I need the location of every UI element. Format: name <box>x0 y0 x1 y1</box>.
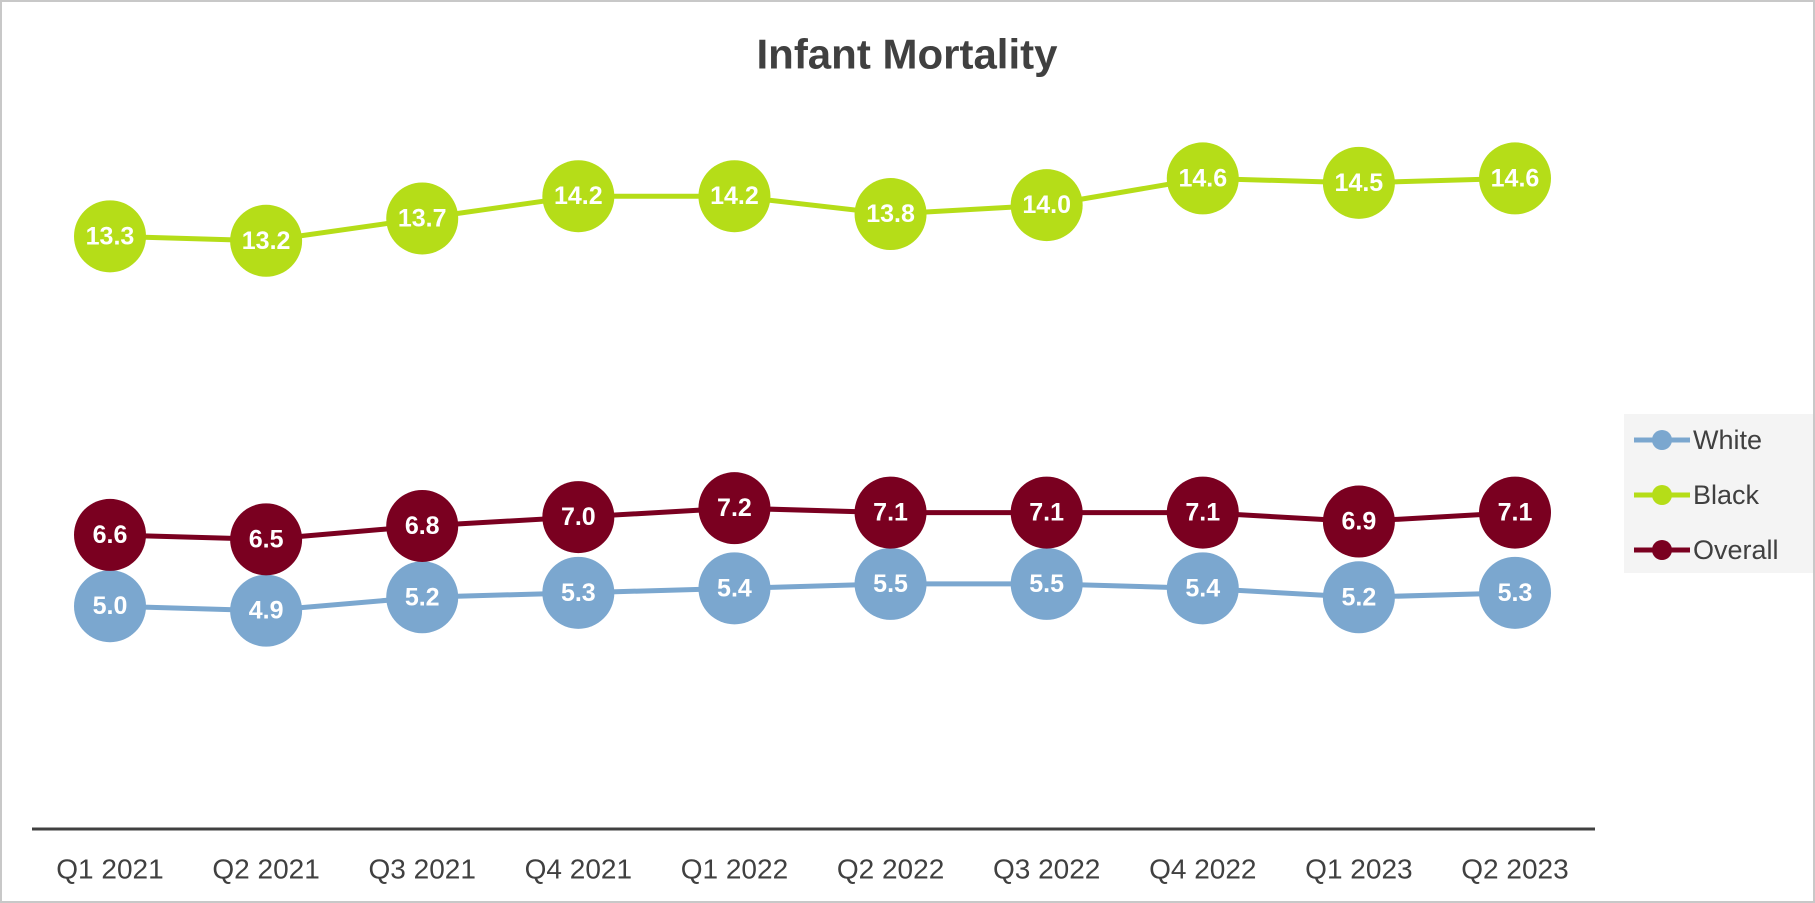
data-point <box>1322 485 1395 558</box>
data-label: 7.1 <box>1498 499 1533 527</box>
x-tick-label: Q2 2023 <box>1461 854 1568 885</box>
data-point <box>698 472 771 545</box>
legend-marker <box>1652 540 1672 560</box>
data-point <box>230 574 303 647</box>
data-label: 5.3 <box>1498 579 1533 607</box>
legend-label: White <box>1693 425 1762 455</box>
data-label: 5.5 <box>1029 570 1064 598</box>
data-point <box>1010 476 1083 549</box>
x-tick-label: Q3 2021 <box>369 854 476 885</box>
data-point <box>386 182 459 255</box>
data-label: 7.1 <box>873 499 908 527</box>
x-tick-label: Q1 2023 <box>1305 854 1412 885</box>
legend-label: Overall <box>1693 535 1779 565</box>
data-label: 14.2 <box>554 182 603 210</box>
data-label: 7.2 <box>717 494 752 522</box>
series-line <box>109 581 1516 614</box>
data-point <box>854 547 927 620</box>
data-label: 6.5 <box>249 525 284 553</box>
data-label: 13.8 <box>866 200 915 228</box>
data-label: 5.4 <box>1185 574 1220 602</box>
data-label: 5.5 <box>873 570 908 598</box>
data-label: 7.1 <box>1185 499 1220 527</box>
data-label: 14.6 <box>1178 164 1227 192</box>
legend-marker <box>1652 430 1672 450</box>
data-point <box>1166 552 1239 625</box>
data-point <box>542 160 615 233</box>
x-tick-label: Q4 2022 <box>1149 854 1256 885</box>
data-label: 13.3 <box>86 222 135 250</box>
data-point <box>1010 169 1083 242</box>
series-line <box>109 175 1516 244</box>
data-label: 14.0 <box>1022 191 1071 219</box>
data-point <box>1166 142 1239 215</box>
data-label: 14.2 <box>710 182 759 210</box>
data-point <box>854 476 927 549</box>
data-point <box>1479 142 1551 215</box>
data-point <box>74 498 146 571</box>
data-label: 6.6 <box>93 521 128 549</box>
data-label: 5.2 <box>405 583 440 611</box>
x-tick-label: Q3 2022 <box>993 854 1100 885</box>
x-tick-label: Q2 2022 <box>837 854 944 885</box>
x-tick-label: Q2 2021 <box>212 854 319 885</box>
legend-label: Black <box>1693 480 1760 510</box>
data-point <box>698 160 771 233</box>
x-tick-label: Q4 2021 <box>525 854 632 885</box>
data-point <box>1479 476 1551 549</box>
series-line <box>109 505 1516 542</box>
data-label: 14.5 <box>1335 169 1384 197</box>
data-point <box>542 481 615 554</box>
data-point <box>542 556 615 629</box>
data-label: 14.6 <box>1491 164 1540 192</box>
data-label: 13.2 <box>242 227 291 255</box>
data-label: 7.0 <box>561 503 596 531</box>
x-tick-label: Q1 2022 <box>681 854 788 885</box>
data-label: 6.8 <box>405 512 440 540</box>
data-label: 4.9 <box>249 597 284 625</box>
data-point <box>1322 146 1395 219</box>
data-point <box>74 570 146 643</box>
data-point <box>1479 556 1551 629</box>
data-label: 13.7 <box>398 204 447 232</box>
data-label: 5.0 <box>93 592 128 620</box>
data-point <box>386 561 459 634</box>
x-tick-label: Q1 2021 <box>56 854 163 885</box>
data-point <box>698 552 771 625</box>
data-point <box>230 503 303 576</box>
data-point <box>74 200 146 273</box>
data-label: 7.1 <box>1029 499 1064 527</box>
data-point <box>1322 561 1395 634</box>
data-label: 5.3 <box>561 579 596 607</box>
data-point <box>1010 547 1083 620</box>
legend-marker <box>1652 485 1672 505</box>
data-point <box>386 489 459 562</box>
data-label: 5.4 <box>717 574 752 602</box>
data-label: 5.2 <box>1342 583 1377 611</box>
data-label: 6.9 <box>1342 508 1377 536</box>
data-point <box>230 204 303 277</box>
chart-title: Infant Mortality <box>757 31 1059 78</box>
data-point <box>1166 476 1239 549</box>
data-point <box>854 178 927 251</box>
